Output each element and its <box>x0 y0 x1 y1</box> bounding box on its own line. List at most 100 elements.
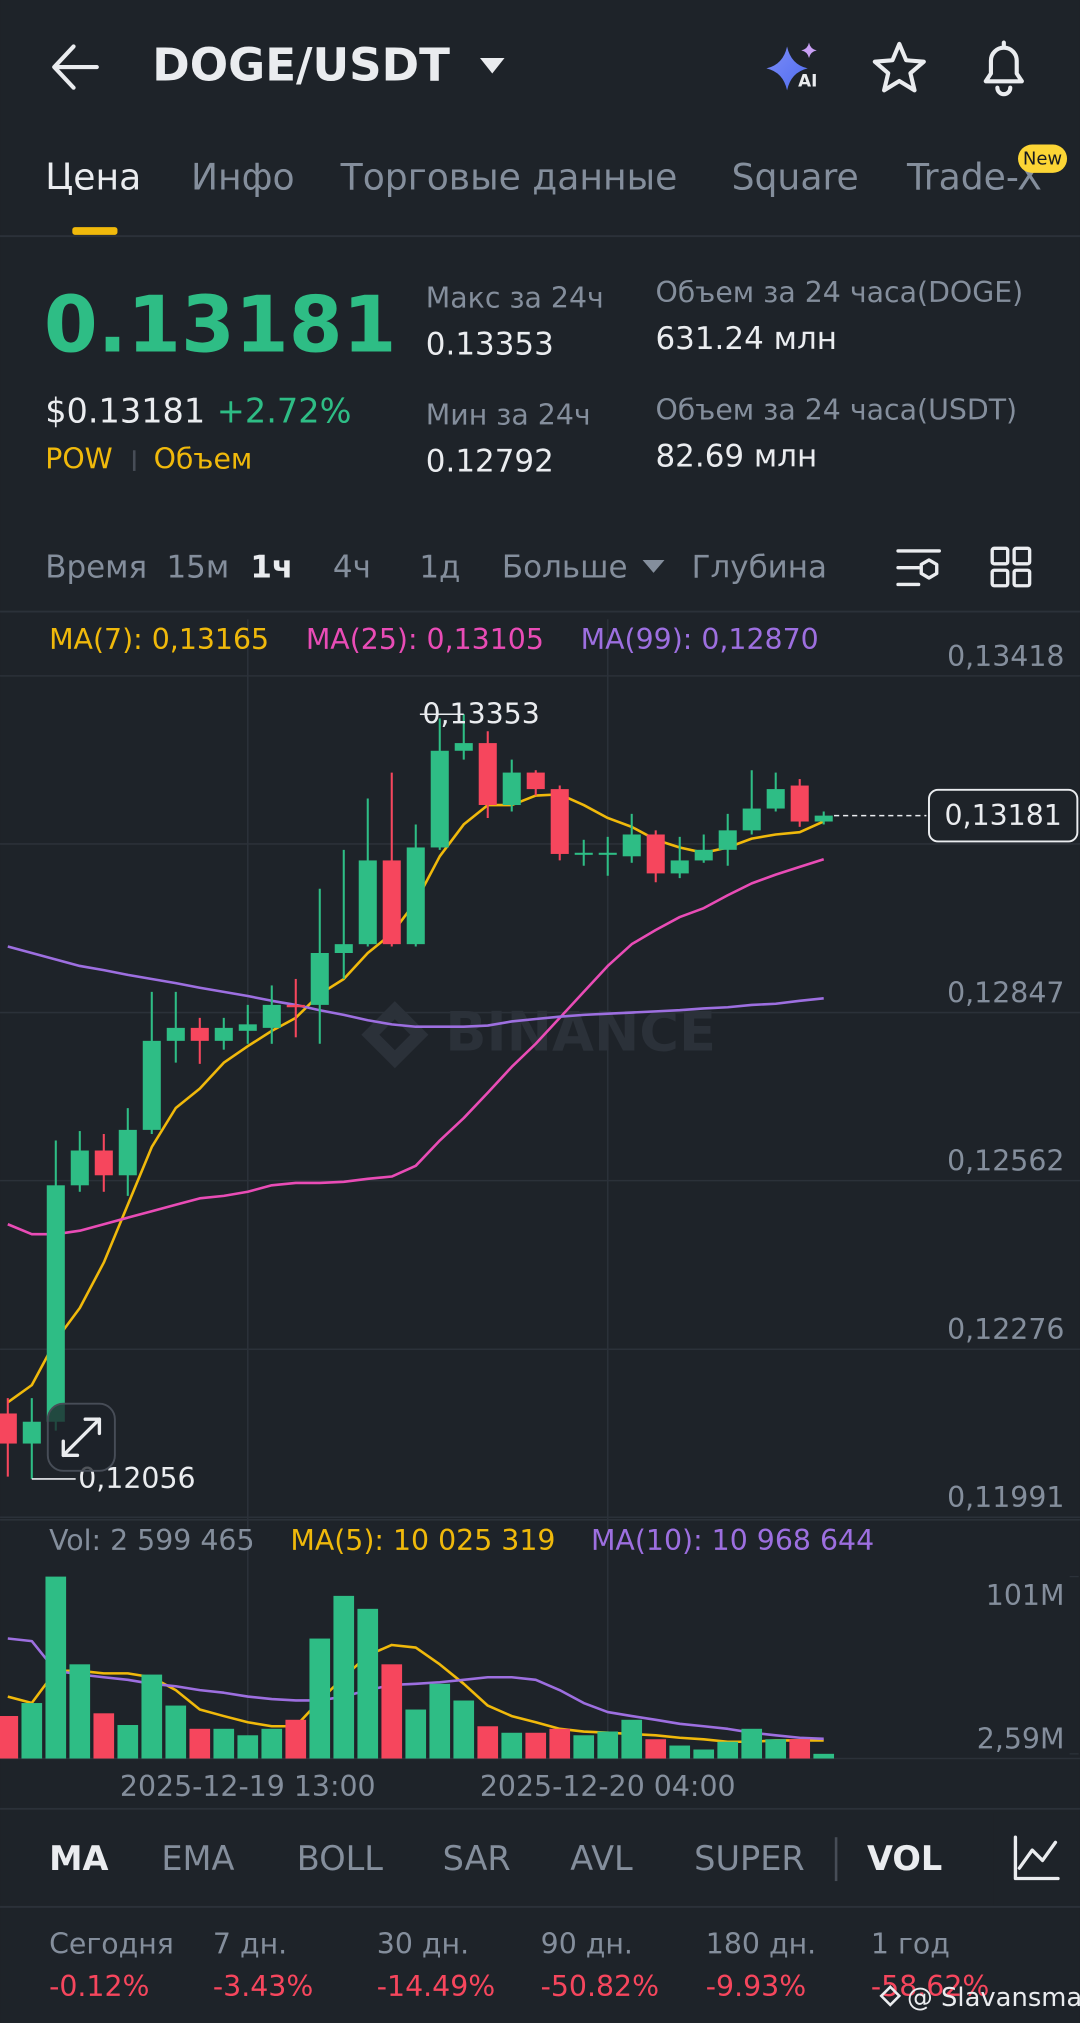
candle-body <box>22 1421 41 1444</box>
volume-bar <box>357 1608 379 1759</box>
stat-label: Макс за 24ч <box>426 281 604 314</box>
candle-body <box>622 834 641 857</box>
volume-bar <box>381 1664 403 1759</box>
legend-entry: MA(25): 0,13105 <box>306 623 544 656</box>
pair-dropdown[interactable] <box>480 58 505 74</box>
tab[interactable]: Торговые данные <box>340 155 678 198</box>
layout-button[interactable] <box>990 546 1032 588</box>
period-change: -50.82% <box>541 1970 659 2003</box>
y-tick-label: 0,12847 <box>947 976 1064 1009</box>
candle-body <box>94 1150 113 1176</box>
y-tick-label: 0,12562 <box>947 1145 1064 1178</box>
volume-bar <box>213 1728 235 1759</box>
interval[interactable]: 15м <box>166 549 229 585</box>
candle-layer <box>0 714 835 1759</box>
volume-bar <box>477 1726 499 1759</box>
candle-body <box>646 834 665 874</box>
indicator[interactable]: SUPER <box>694 1839 805 1878</box>
tag[interactable]: Объем <box>154 443 253 476</box>
volume-bar <box>69 1664 91 1759</box>
indicator[interactable]: AVL <box>570 1839 633 1878</box>
volume-bar <box>765 1739 787 1759</box>
indicator-selected[interactable]: VOL <box>867 1839 942 1878</box>
last-price: 0.13181 <box>44 280 397 370</box>
legend-entry: MA(5): 10 025 319 <box>290 1524 555 1557</box>
logo-shape <box>361 1001 429 1069</box>
candle-body <box>238 1024 257 1031</box>
legend-entry: MA(7): 0,13165 <box>49 623 269 656</box>
candle-body <box>550 789 569 854</box>
pair-title[interactable]: DOGE/USDT <box>152 38 450 91</box>
candle-body <box>334 944 353 954</box>
volume-bar <box>429 1683 451 1759</box>
volume-bar <box>21 1703 43 1759</box>
tab[interactable]: Цена <box>45 155 141 198</box>
volume-bar <box>717 1741 739 1759</box>
period-label: 30 дн. <box>377 1928 469 1961</box>
volume-bar <box>261 1728 283 1759</box>
depth-tab[interactable]: Глубина <box>692 549 827 585</box>
back-button[interactable] <box>52 44 99 90</box>
volume-bar <box>333 1595 355 1759</box>
candle-body <box>382 860 401 945</box>
indicator[interactable]: BOLL <box>297 1839 383 1878</box>
volume-bar <box>693 1749 715 1759</box>
layout-icon <box>1012 568 1032 588</box>
candle-body <box>814 815 833 822</box>
fullscreen-button[interactable] <box>46 1402 116 1472</box>
interval-selected[interactable]: 1ч <box>250 549 293 585</box>
stat-value: 0.12792 <box>426 444 554 480</box>
x-tick-label: 2025-12-19 13:00 <box>120 1770 376 1803</box>
candle-body <box>526 772 545 790</box>
interval[interactable]: 4ч <box>333 549 371 585</box>
legend-entry: MA(99): 0,12870 <box>581 623 819 656</box>
indicator-settings-button[interactable] <box>1013 1835 1060 1881</box>
volume-bar <box>405 1709 427 1759</box>
volume-bar <box>813 1753 835 1759</box>
candle-body <box>46 1185 65 1422</box>
tag[interactable]: POW <box>45 443 113 476</box>
candle-body <box>358 860 377 945</box>
volume-legend: Vol: 2 599 465 <box>49 1524 254 1557</box>
indicator[interactable]: EMA <box>161 1839 234 1878</box>
user-watermark: @ Slavansmart <box>907 1983 1080 2013</box>
candle-body <box>406 847 425 945</box>
period-label: 1 год <box>871 1928 950 1961</box>
volume-bar <box>453 1700 475 1759</box>
volume-bar <box>525 1732 547 1759</box>
ai-button[interactable]: AI <box>766 42 817 91</box>
candle-body <box>142 1040 161 1130</box>
grid-layer: 0,119910,122760,125620,128470,131330,134… <box>0 619 1080 1803</box>
candle-body <box>214 1027 233 1041</box>
interval-more[interactable]: Больше <box>502 549 628 585</box>
settings-icon <box>896 549 941 587</box>
candle-body <box>310 953 329 1005</box>
layout-icon <box>990 546 1010 566</box>
watermark-icon <box>879 1985 902 2007</box>
candle-body <box>286 1004 305 1008</box>
settings-icon <box>919 558 939 580</box>
favorite-button[interactable] <box>872 41 926 93</box>
indicator-selected[interactable]: MA <box>49 1839 108 1878</box>
last-price-box <box>928 788 1079 843</box>
notification-button[interactable] <box>983 40 1024 97</box>
volume-bar <box>237 1735 259 1759</box>
tab[interactable]: Инфо <box>191 155 295 198</box>
volume-bar <box>165 1705 187 1759</box>
chart-settings-button[interactable] <box>896 549 941 587</box>
candle-body <box>118 1129 137 1176</box>
volume-bar <box>789 1739 811 1759</box>
candle-body <box>670 860 689 874</box>
stat-value: 631.24 млн <box>655 321 837 357</box>
period-label: 7 дн. <box>213 1928 287 1961</box>
volume-bar <box>141 1674 163 1759</box>
layout-icon <box>990 568 1010 588</box>
stat-value: 82.69 млн <box>655 439 817 475</box>
volume-bar <box>669 1745 691 1759</box>
y-tick-label: 0,13418 <box>947 640 1064 673</box>
tab[interactable]: Square <box>732 155 859 198</box>
interval[interactable]: 1д <box>419 549 460 585</box>
indicator[interactable]: SAR <box>443 1839 511 1878</box>
interval-label: Время <box>45 549 147 585</box>
